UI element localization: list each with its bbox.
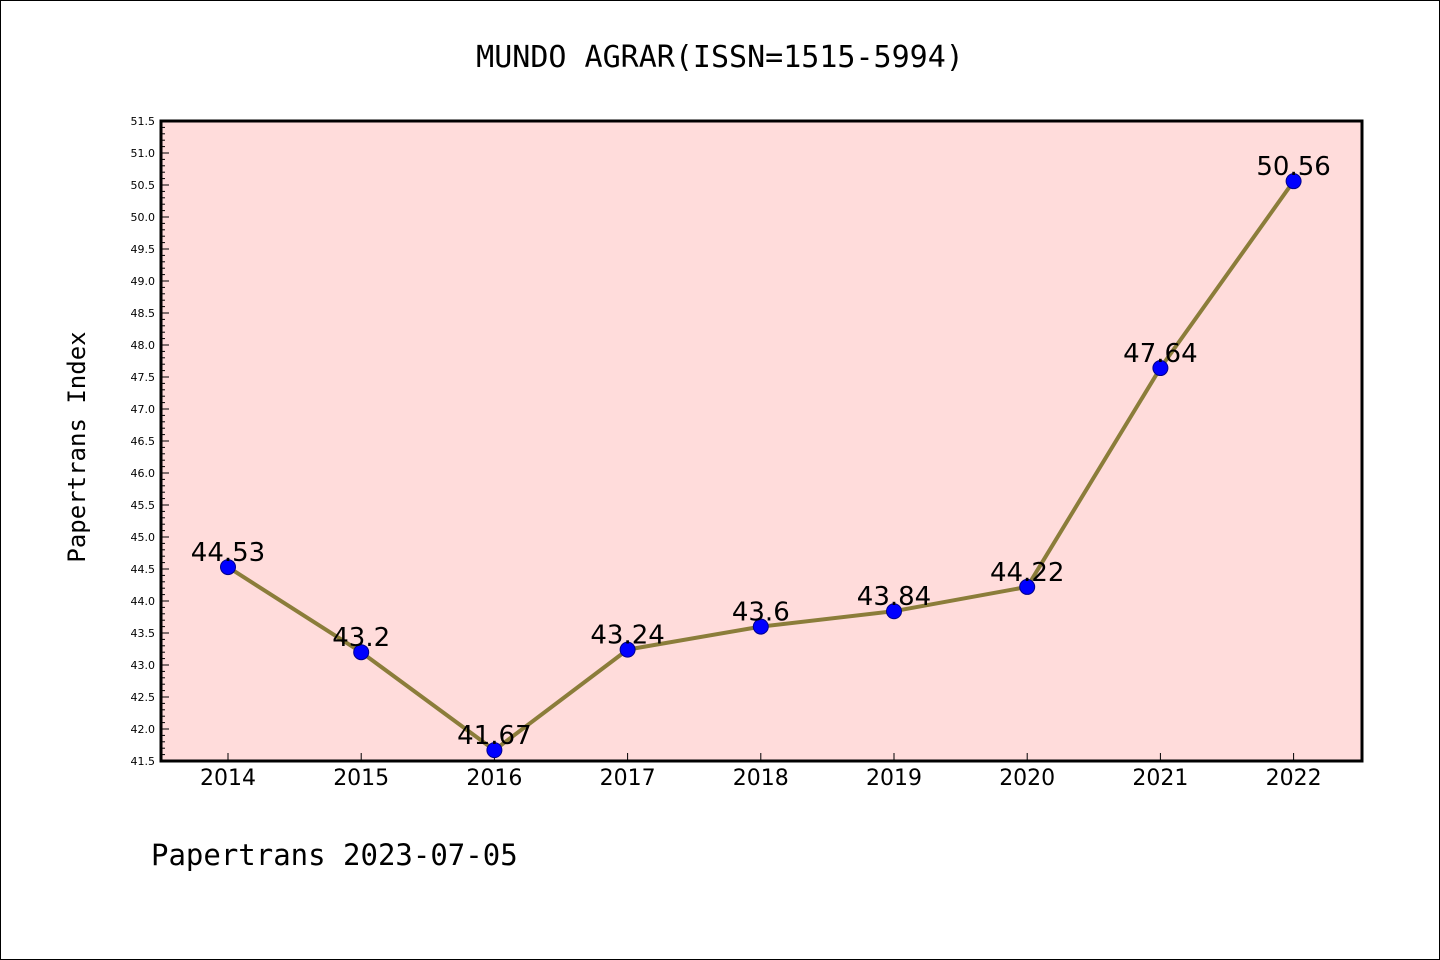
y-tick-label: 46.5: [131, 435, 156, 448]
x-tick-label: 2018: [733, 766, 789, 791]
data-label: 43.24: [590, 621, 664, 651]
y-tick-label: 50.0: [131, 211, 156, 224]
x-tick-label: 2020: [999, 766, 1055, 791]
y-tick-label: 49.0: [131, 275, 156, 288]
x-tick-label: 2019: [866, 766, 922, 791]
x-tick-label: 2017: [600, 766, 656, 791]
y-tick-label: 51.5: [131, 115, 156, 128]
y-tick-label: 47.0: [131, 403, 156, 416]
y-tick-label: 48.5: [131, 307, 156, 320]
data-label: 43.6: [732, 598, 790, 628]
chart-title: MUNDO AGRAR(ISSN=1515-5994): [476, 40, 964, 75]
data-label: 43.84: [857, 582, 931, 612]
y-tick-label: 42.5: [131, 691, 156, 704]
y-tick-label: 43.5: [131, 627, 156, 640]
y-axis-label: Papertrans Index: [63, 331, 91, 562]
x-tick-label: 2015: [333, 766, 389, 791]
data-label: 44.53: [191, 538, 265, 568]
y-tick-label: 45.0: [131, 531, 156, 544]
y-tick-label: 47.5: [131, 371, 156, 384]
x-tick-label: 2022: [1266, 766, 1322, 791]
y-tick-label: 51.0: [131, 147, 156, 160]
x-tick-label: 2021: [1132, 766, 1188, 791]
y-tick-label: 41.5: [131, 755, 156, 768]
x-tick-label: 2014: [200, 766, 256, 791]
y-tick-label: 42.0: [131, 723, 156, 736]
data-label: 50.56: [1256, 152, 1330, 182]
footer-date-label: Papertrans 2023-07-05: [151, 838, 518, 872]
y-tick-label: 45.5: [131, 499, 156, 512]
y-tick-label: 50.5: [131, 179, 156, 192]
y-tick-label: 49.5: [131, 243, 156, 256]
data-label: 43.2: [332, 623, 390, 653]
x-tick-label: 2016: [466, 766, 522, 791]
y-tick-label: 43.0: [131, 659, 156, 672]
data-label: 47.64: [1123, 339, 1197, 369]
y-tick-label: 48.0: [131, 339, 156, 352]
plot-area: [161, 121, 1362, 761]
y-tick-label: 44.0: [131, 595, 156, 608]
y-tick-label: 44.5: [131, 563, 156, 576]
data-label: 44.22: [990, 558, 1064, 588]
y-tick-label: 46.0: [131, 467, 156, 480]
data-label: 41.67: [457, 721, 531, 751]
